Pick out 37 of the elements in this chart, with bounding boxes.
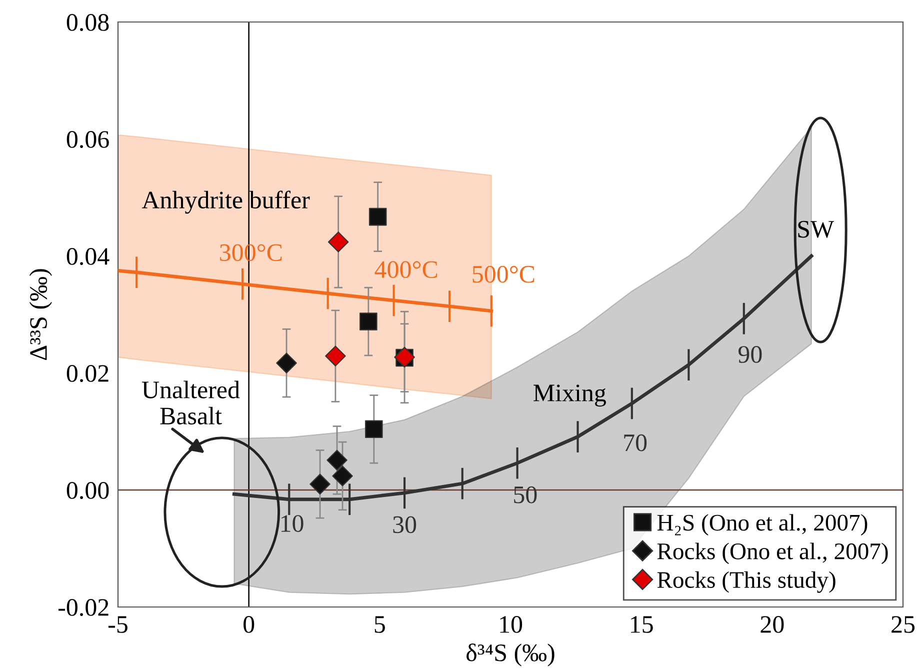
annotation: 30 (393, 516, 416, 534)
y-tick-label: -0.02 (58, 599, 108, 616)
x-tick-label: -5 (108, 616, 128, 633)
legend-label: H₂S (Ono et al., 2007) (657, 514, 868, 536)
x-tick-label: 25 (892, 616, 915, 633)
y-tick-label: 0.06 (66, 131, 109, 148)
point (310, 474, 330, 495)
y-tick-label: 0.02 (66, 365, 108, 382)
y-tick-label: 0.04 (66, 248, 110, 266)
annotation: 10 (281, 515, 304, 532)
x-tick-label: 5 (374, 616, 385, 633)
annotation: 90 (738, 346, 762, 363)
legend-label: Rocks (This study) (657, 571, 836, 593)
point (368, 208, 387, 226)
y-tick-label: 0.00 (66, 482, 109, 500)
x-tick-label: 20 (760, 616, 784, 633)
point (360, 312, 378, 330)
annotation: Unaltered Basalt (142, 380, 240, 425)
annotation: Mixing (534, 384, 606, 407)
annotation: 500°C (472, 266, 534, 283)
x-tick-label: 0 (244, 616, 254, 633)
annotation: 70 (624, 434, 647, 452)
point (326, 450, 348, 471)
annotation: SW (798, 220, 834, 238)
annotation: 50 (514, 486, 537, 504)
point (325, 346, 346, 366)
x-axis-title: δ³⁴S (‰) (466, 644, 554, 666)
legend-label: Rocks (Ono et al., 2007) (657, 542, 888, 564)
point (276, 352, 297, 374)
x-tick-label: 10 (500, 616, 522, 633)
point (328, 232, 349, 252)
x-tick-label: 15 (631, 616, 653, 633)
y-axis-title: Δ³³S (‰) (29, 269, 52, 360)
annotation: 400°C (374, 261, 438, 278)
y-tick-label: 0.08 (66, 14, 109, 32)
point (365, 420, 383, 438)
point (332, 466, 353, 486)
